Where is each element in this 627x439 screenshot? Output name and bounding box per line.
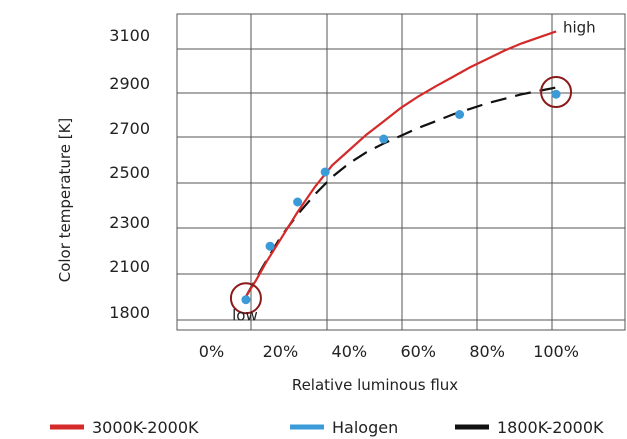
x-tick-label: 0% — [199, 342, 224, 361]
x-axis-title: Relative luminous flux — [292, 376, 458, 394]
y-tick-label: 2300 — [109, 213, 150, 232]
series-layer — [241, 30, 561, 305]
annotation-low: low — [232, 306, 258, 324]
legend: 3000K-2000K Halogen 1800K-2000K — [50, 418, 604, 437]
halogen-point — [551, 89, 561, 99]
halogen-point — [265, 241, 275, 251]
y-tick-label: 2700 — [109, 119, 150, 138]
halogen-point — [241, 295, 251, 305]
y-axis-title: Color temperature [K] — [56, 118, 74, 283]
x-tick-label: 40% — [332, 342, 368, 361]
halogen-point — [320, 167, 330, 177]
highlight-circle — [229, 282, 262, 315]
x-tick-label: 80% — [469, 342, 505, 361]
highlight-circle — [540, 76, 573, 108]
halogen-point — [379, 134, 389, 144]
y-tick-label: 2900 — [109, 74, 150, 93]
y-tick-label: 1800 — [109, 303, 150, 322]
annotations: high low — [229, 19, 596, 324]
series-line-1800k-2000k — [244, 86, 557, 298]
y-tick-labels: 1800 2100 2300 2500 2700 2900 3100 — [109, 26, 150, 322]
y-tick-label: 2100 — [109, 257, 150, 276]
x-tick-labels: 0% 20% 40% 60% 80% 100% — [199, 342, 579, 361]
grid — [176, 13, 626, 331]
y-tick-label: 2500 — [109, 163, 150, 182]
annotation-high: high — [563, 19, 596, 37]
y-tick-label: 3100 — [109, 26, 150, 45]
x-tick-label: 100% — [533, 342, 579, 361]
series-line-3000k-2000k — [244, 30, 557, 298]
halogen-point — [455, 110, 465, 119]
x-tick-label: 60% — [400, 342, 436, 361]
legend-label: 1800K-2000K — [497, 418, 604, 437]
halogen-point — [293, 197, 303, 207]
legend-label: Halogen — [332, 418, 398, 437]
x-tick-label: 20% — [263, 342, 299, 361]
legend-label: 3000K-2000K — [92, 418, 199, 437]
